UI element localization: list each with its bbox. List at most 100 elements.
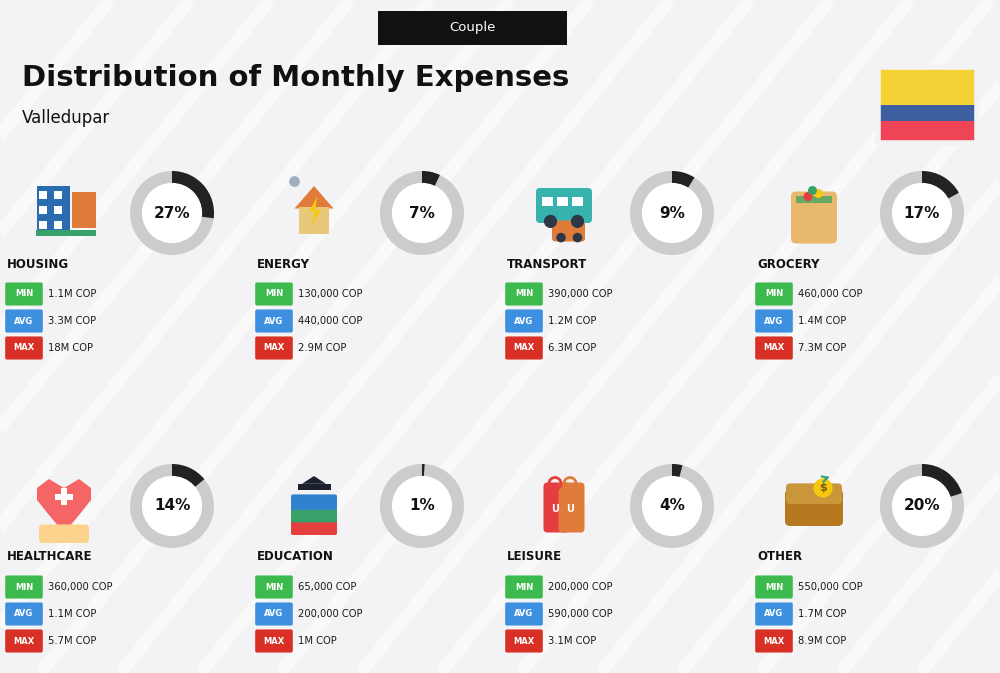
Text: 1%: 1%: [409, 499, 435, 513]
FancyBboxPatch shape: [39, 191, 47, 199]
Text: U: U: [551, 504, 559, 514]
FancyBboxPatch shape: [255, 629, 293, 653]
FancyBboxPatch shape: [5, 310, 43, 332]
Text: U: U: [566, 504, 574, 514]
Text: 440,000 COP: 440,000 COP: [298, 316, 362, 326]
Text: 1.1M COP: 1.1M COP: [48, 609, 96, 619]
FancyBboxPatch shape: [54, 191, 62, 199]
Text: 1.2M COP: 1.2M COP: [548, 316, 596, 326]
Circle shape: [893, 184, 951, 242]
Text: 17%: 17%: [904, 205, 940, 221]
FancyBboxPatch shape: [755, 575, 793, 598]
Circle shape: [813, 479, 833, 497]
FancyBboxPatch shape: [36, 230, 96, 236]
FancyBboxPatch shape: [755, 283, 793, 306]
Text: AVG: AVG: [514, 610, 534, 618]
Text: 3.3M COP: 3.3M COP: [48, 316, 96, 326]
Text: 1M COP: 1M COP: [298, 636, 337, 646]
Wedge shape: [880, 464, 964, 548]
FancyBboxPatch shape: [255, 310, 293, 332]
FancyBboxPatch shape: [755, 602, 793, 625]
Text: Distribution of Monthly Expenses: Distribution of Monthly Expenses: [22, 64, 569, 92]
Wedge shape: [422, 171, 440, 186]
Circle shape: [393, 184, 451, 242]
Wedge shape: [380, 171, 464, 255]
Text: MIN: MIN: [765, 289, 783, 299]
Text: MAX: MAX: [263, 343, 285, 353]
FancyBboxPatch shape: [785, 489, 843, 526]
FancyBboxPatch shape: [291, 495, 337, 510]
Text: 1.7M COP: 1.7M COP: [798, 609, 846, 619]
FancyBboxPatch shape: [786, 483, 842, 504]
FancyBboxPatch shape: [378, 11, 567, 45]
FancyBboxPatch shape: [5, 629, 43, 653]
FancyBboxPatch shape: [755, 629, 793, 653]
FancyBboxPatch shape: [255, 336, 293, 359]
Polygon shape: [302, 476, 326, 484]
Text: 18M COP: 18M COP: [48, 343, 93, 353]
Circle shape: [556, 233, 566, 242]
Text: MAX: MAX: [13, 343, 35, 353]
Text: 14%: 14%: [154, 499, 190, 513]
Text: 130,000 COP: 130,000 COP: [298, 289, 362, 299]
Wedge shape: [172, 464, 204, 487]
Text: 200,000 COP: 200,000 COP: [298, 609, 362, 619]
FancyBboxPatch shape: [37, 186, 70, 234]
Text: 3.1M COP: 3.1M COP: [548, 636, 596, 646]
Text: 2.9M COP: 2.9M COP: [298, 343, 346, 353]
FancyBboxPatch shape: [55, 494, 73, 500]
Text: MAX: MAX: [513, 343, 535, 353]
Text: AVG: AVG: [764, 316, 784, 326]
FancyBboxPatch shape: [505, 575, 543, 598]
Wedge shape: [422, 464, 425, 476]
FancyBboxPatch shape: [5, 336, 43, 359]
Circle shape: [393, 476, 451, 536]
Text: 7.3M COP: 7.3M COP: [798, 343, 846, 353]
Text: 1.1M COP: 1.1M COP: [48, 289, 96, 299]
Text: 5.7M COP: 5.7M COP: [48, 636, 96, 646]
FancyBboxPatch shape: [54, 207, 62, 213]
FancyBboxPatch shape: [255, 575, 293, 598]
Text: 590,000 COP: 590,000 COP: [548, 609, 613, 619]
FancyBboxPatch shape: [505, 310, 543, 332]
Text: MIN: MIN: [265, 583, 283, 592]
Text: HEALTHCARE: HEALTHCARE: [7, 551, 92, 563]
Polygon shape: [294, 186, 334, 209]
Text: Valledupar: Valledupar: [22, 109, 110, 127]
Text: AVG: AVG: [14, 316, 34, 326]
Text: Couple: Couple: [449, 22, 496, 34]
Text: AVG: AVG: [264, 316, 284, 326]
Text: AVG: AVG: [14, 610, 34, 618]
FancyBboxPatch shape: [505, 336, 543, 359]
FancyBboxPatch shape: [505, 283, 543, 306]
Text: OTHER: OTHER: [757, 551, 802, 563]
FancyBboxPatch shape: [557, 197, 568, 205]
Text: 4%: 4%: [659, 499, 685, 513]
Circle shape: [571, 215, 584, 228]
Text: EDUCATION: EDUCATION: [257, 551, 334, 563]
FancyBboxPatch shape: [572, 197, 583, 205]
FancyBboxPatch shape: [755, 310, 793, 332]
Text: 27%: 27%: [154, 205, 190, 221]
Circle shape: [143, 476, 201, 536]
Polygon shape: [37, 479, 91, 533]
FancyBboxPatch shape: [72, 192, 96, 228]
FancyBboxPatch shape: [291, 507, 337, 522]
FancyBboxPatch shape: [298, 484, 330, 491]
Circle shape: [289, 176, 300, 187]
Text: AVG: AVG: [514, 316, 534, 326]
FancyBboxPatch shape: [796, 196, 832, 203]
Text: 200,000 COP: 200,000 COP: [548, 582, 612, 592]
Text: 390,000 COP: 390,000 COP: [548, 289, 612, 299]
Wedge shape: [672, 464, 682, 478]
FancyBboxPatch shape: [39, 207, 47, 213]
Text: 9%: 9%: [659, 205, 685, 221]
Bar: [880, 105, 975, 123]
Text: 7%: 7%: [409, 205, 435, 221]
FancyBboxPatch shape: [505, 629, 543, 653]
Wedge shape: [630, 171, 714, 255]
Text: ENERGY: ENERGY: [257, 258, 310, 271]
Text: MAX: MAX: [763, 343, 785, 353]
FancyBboxPatch shape: [5, 575, 43, 598]
FancyBboxPatch shape: [536, 188, 592, 223]
